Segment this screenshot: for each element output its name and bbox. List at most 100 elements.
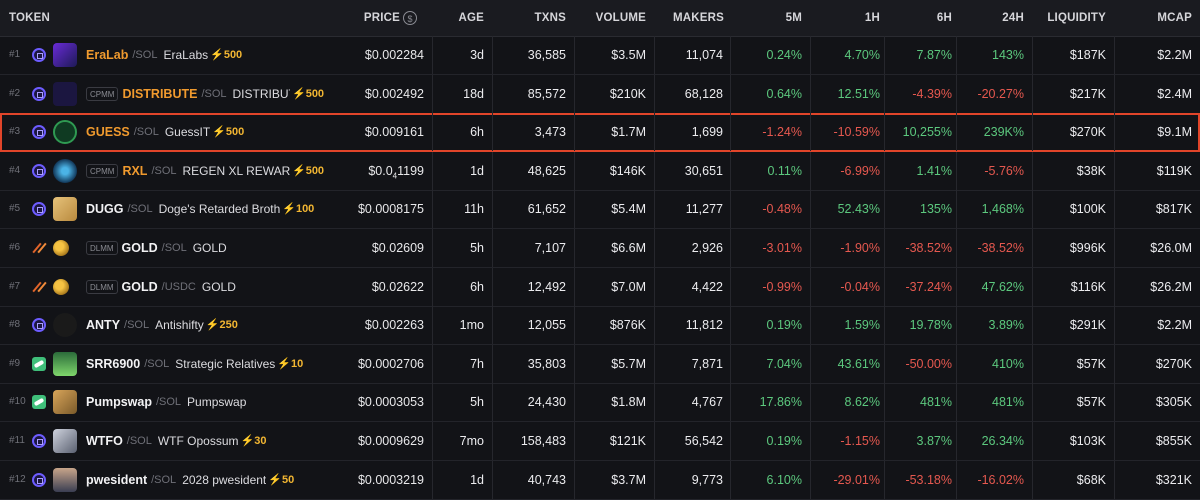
price-tail: 1199 bbox=[397, 163, 424, 178]
m5-value: 6.10% bbox=[766, 472, 802, 487]
column-divider bbox=[1114, 267, 1115, 306]
token-symbol[interactable]: GOLD bbox=[121, 279, 158, 294]
column-divider bbox=[574, 344, 575, 383]
column-divider bbox=[730, 190, 731, 229]
header-6h[interactable]: 6H bbox=[936, 12, 952, 24]
table-row[interactable]: #7 DLMM GOLD/USDC GOLD $0.02622 6h 12,492 $7.0M… bbox=[0, 267, 1200, 307]
m5-value: -3.01% bbox=[762, 241, 802, 255]
column-divider bbox=[1114, 383, 1115, 422]
row-rank: #7 bbox=[9, 280, 21, 292]
token-symbol[interactable]: WTFO bbox=[86, 434, 123, 448]
token-symbol[interactable]: pwesident bbox=[86, 472, 148, 487]
table-row[interactable]: #1 EraLab/SOL EraLabs ⚡500 $0.002284 3d 36,585… bbox=[0, 36, 1200, 75]
header-age[interactable]: AGE bbox=[458, 12, 484, 24]
token-symbol[interactable]: GUESS bbox=[86, 125, 130, 140]
column-divider bbox=[1114, 190, 1115, 229]
column-divider bbox=[1032, 460, 1033, 499]
table-row[interactable]: #5 DUGG/SOL Doge's Retarded Broth ⚡100 $0.00… bbox=[0, 190, 1200, 230]
table-row[interactable]: #11 WTFO/SOL WTF Opossum ⚡30 $0.0009629 7mo 15… bbox=[0, 422, 1200, 461]
boost-badge[interactable]: ⚡50 bbox=[268, 473, 295, 486]
column-divider bbox=[1032, 306, 1033, 345]
quote-currency: /SOL bbox=[144, 357, 170, 370]
token-symbol[interactable]: RXL bbox=[122, 163, 148, 178]
table-row[interactable]: #3 GUESS/SOL GuessIT ⚡500 $0.009161 6h 3,473 $1… bbox=[0, 113, 1200, 153]
token-symbol[interactable]: DUGG bbox=[86, 202, 124, 217]
column-divider bbox=[730, 422, 731, 460]
h24-value: 1,468% bbox=[981, 202, 1024, 217]
header-24h[interactable]: 24H bbox=[1002, 12, 1024, 24]
pwesident-logo bbox=[53, 467, 77, 492]
row-rank: #11 bbox=[9, 435, 25, 446]
table-row[interactable]: #12 pwesident/SOL 2028 pwesident ⚡50 $0.0003… bbox=[0, 460, 1200, 500]
boost-badge[interactable]: ⚡100 bbox=[282, 203, 315, 216]
boost-badge[interactable]: ⚡500 bbox=[292, 87, 325, 100]
header-liquidity[interactable]: LIQUIDITY bbox=[1047, 12, 1106, 24]
liquidity-value: $217K bbox=[1069, 86, 1106, 101]
header-txns[interactable]: TXNS bbox=[534, 12, 566, 24]
token-symbol[interactable]: ANTY bbox=[86, 318, 121, 333]
column-divider bbox=[956, 383, 957, 422]
token-symbol[interactable]: Pumpswap bbox=[86, 395, 152, 410]
column-divider bbox=[654, 460, 655, 499]
token-symbol[interactable]: DISTRIBUTE bbox=[122, 86, 198, 101]
header-mcap[interactable]: MCAP bbox=[1157, 12, 1192, 24]
wtfo-logo bbox=[53, 429, 77, 453]
header-5m[interactable]: 5M bbox=[785, 12, 802, 24]
table-row[interactable]: #9 SRR6900/SOL Strategic Relatives ⚡10 $0.00… bbox=[0, 344, 1200, 384]
column-divider bbox=[1114, 229, 1115, 267]
mcap-value: $2.2M bbox=[1157, 48, 1192, 62]
boost-badge[interactable]: ⚡500 bbox=[292, 164, 325, 177]
header-1h[interactable]: 1H bbox=[864, 12, 880, 24]
column-divider bbox=[730, 460, 731, 499]
token-symbol[interactable]: EraLab bbox=[86, 48, 129, 62]
age-value: 7mo bbox=[459, 434, 484, 448]
row-rank: #1 bbox=[9, 49, 21, 60]
m5-value: 0.19% bbox=[766, 434, 802, 448]
guess-logo bbox=[53, 120, 77, 145]
age-value: 18d bbox=[463, 86, 484, 101]
price-value: $0.002492 bbox=[364, 86, 424, 101]
table-row[interactable]: #10 Pumpswap/SOL Pumpswap $0.0003053 5h 24,43… bbox=[0, 383, 1200, 423]
h24-value: 47.62% bbox=[981, 279, 1024, 294]
h6-value: 10,255% bbox=[902, 125, 952, 140]
volume-value: $1.7M bbox=[611, 125, 646, 140]
distribute-logo bbox=[53, 81, 77, 106]
volume-value: $210K bbox=[609, 86, 646, 101]
table-row[interactable]: #4 CPMM RXL/SOL REGEN XL REWARD ⚡500 $0.04119… bbox=[0, 151, 1200, 191]
boost-badge[interactable]: ⚡30 bbox=[240, 435, 267, 447]
makers-value: 7,871 bbox=[691, 356, 723, 371]
boost-badge[interactable]: ⚡250 bbox=[205, 319, 238, 332]
h1-value: 1.59% bbox=[844, 318, 880, 333]
table-row[interactable]: #8 ANTY/SOL Antishifty ⚡250 $0.002263 1mo 12,0… bbox=[0, 306, 1200, 346]
column-divider bbox=[956, 151, 957, 190]
token-symbol[interactable]: GOLD bbox=[121, 241, 158, 255]
makers-value: 11,074 bbox=[685, 48, 723, 62]
token-name: REGEN XL REWARD bbox=[182, 163, 290, 178]
h24-value: -38.52% bbox=[977, 241, 1024, 255]
dex-version-tag: DLMM bbox=[86, 279, 118, 294]
column-divider bbox=[1032, 267, 1033, 306]
usd-currency-icon[interactable]: $ bbox=[403, 11, 417, 25]
column-divider bbox=[574, 151, 575, 190]
boost-badge[interactable]: ⚡500 bbox=[210, 49, 243, 61]
age-value: 3d bbox=[470, 48, 484, 62]
column-divider bbox=[956, 344, 957, 383]
column-divider bbox=[730, 306, 731, 345]
header-price[interactable]: PRICE bbox=[330, 0, 400, 36]
header-makers[interactable]: MAKERS bbox=[672, 12, 724, 24]
column-divider bbox=[492, 190, 493, 229]
column-divider bbox=[730, 229, 731, 267]
table-row[interactable]: #6 DLMM GOLD/SOL GOLD $0.02609 5h 7,107 $6.6M 2,… bbox=[0, 229, 1200, 268]
token-name: Doge's Retarded Broth bbox=[158, 202, 281, 217]
table-header: TOKEN PRICE $ AGE TXNS VOLUME MAKERS 5M … bbox=[0, 0, 1200, 37]
table-row[interactable]: #2 CPMM DISTRIBUTE/SOL DISTRIBUT ⚡500 $0.0024… bbox=[0, 74, 1200, 114]
txns-value: 36,585 bbox=[527, 48, 566, 62]
h1-value: -29.01% bbox=[833, 472, 880, 487]
h1-value: -1.90% bbox=[840, 241, 880, 255]
header-token[interactable]: TOKEN bbox=[9, 12, 51, 24]
column-divider bbox=[492, 267, 493, 306]
boost-badge[interactable]: ⚡500 bbox=[212, 126, 245, 139]
boost-badge[interactable]: ⚡10 bbox=[277, 357, 304, 370]
header-volume[interactable]: VOLUME bbox=[595, 12, 646, 24]
token-symbol[interactable]: SRR6900 bbox=[86, 356, 141, 371]
